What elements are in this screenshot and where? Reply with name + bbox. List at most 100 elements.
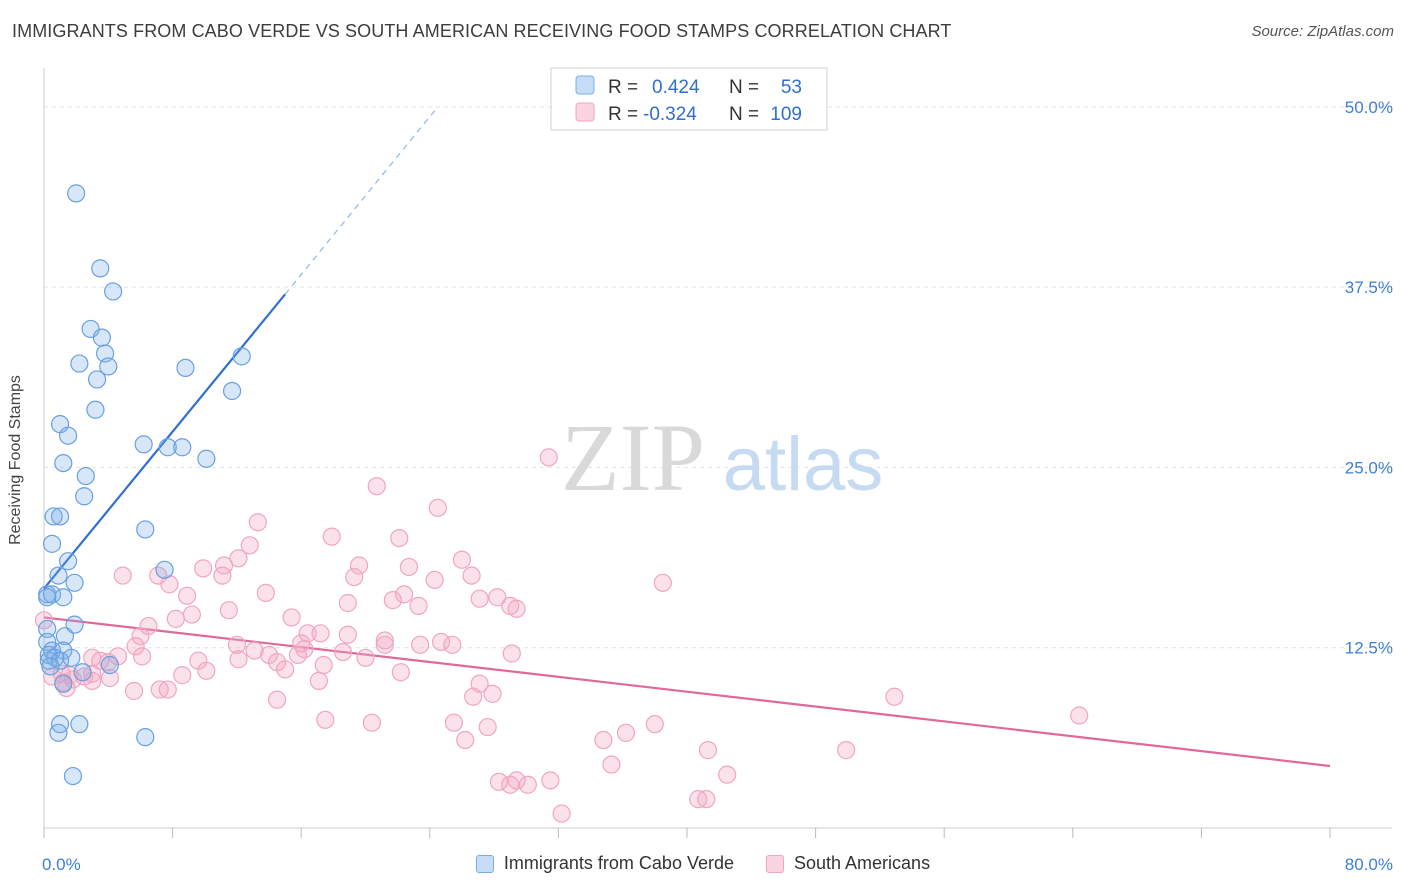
data-point-south-americans: [131, 627, 150, 646]
data-point-south-americans: [362, 713, 382, 732]
data-point-cabo-verde: [50, 507, 70, 526]
data-point-cabo-verde: [99, 357, 118, 376]
data-point-south-americans: [489, 772, 509, 791]
data-point-south-americans: [431, 632, 451, 652]
data-point-south-americans: [322, 527, 341, 546]
data-point-south-americans: [314, 655, 333, 675]
data-point-south-americans: [356, 648, 375, 667]
stats-n-label-blue: N =: [729, 77, 759, 98]
data-point-cabo-verde: [41, 657, 60, 676]
watermark-zip: ZIP: [561, 404, 705, 511]
legend-label-cabo-verde: Immigrants from Cabo Verde: [503, 853, 734, 873]
stats-n-value-pink: 109: [770, 104, 802, 125]
chart-title: IMMIGRANTS FROM CABO VERDE VS SOUTH AMER…: [12, 21, 952, 41]
data-point-cabo-verde: [54, 674, 73, 693]
data-point-south-americans: [541, 771, 560, 790]
data-point-south-americans: [173, 666, 192, 685]
y-tick-label: 25.0%: [1345, 458, 1393, 477]
data-point-cabo-verde: [42, 585, 62, 604]
data-point-south-americans: [288, 645, 308, 665]
data-point-south-americans: [126, 637, 145, 656]
data-point-cabo-verde: [38, 619, 57, 639]
series-legend: Immigrants from Cabo Verde South America…: [0, 853, 1406, 874]
data-point-south-americans: [132, 647, 152, 666]
data-point-cabo-verde: [50, 651, 70, 670]
data-point-south-americans: [456, 730, 475, 750]
legend-item-cabo-verde: Immigrants from Cabo Verde: [475, 853, 734, 874]
data-point-south-americans: [718, 765, 737, 784]
trend-line-south-americans: [43, 616, 1331, 768]
data-point-south-americans: [452, 550, 472, 569]
data-point-south-americans: [245, 641, 264, 660]
data-point-south-americans: [229, 650, 248, 669]
watermark: ZIP atlas: [561, 404, 883, 511]
data-point-cabo-verde: [176, 358, 195, 378]
data-point-south-americans: [653, 573, 672, 592]
data-point-south-americans: [689, 790, 708, 809]
data-point-south-americans: [698, 741, 717, 760]
data-point-south-americans: [338, 625, 357, 644]
watermark-atlas: atlas: [723, 422, 884, 507]
data-point-cabo-verde: [49, 566, 68, 585]
data-point-south-americans: [311, 624, 330, 643]
data-point-south-americans: [837, 741, 856, 760]
stats-n-label-pink: N =: [729, 104, 759, 125]
legend-swatch-blue: [475, 854, 494, 873]
data-point-cabo-verde: [75, 487, 94, 506]
data-point-cabo-verde: [65, 573, 84, 592]
data-point-south-americans: [197, 661, 216, 680]
trend-lines: [43, 106, 1331, 768]
y-axis-label: Receiving Food Stamps: [7, 375, 24, 545]
data-point-south-americans: [464, 687, 483, 706]
data-point-south-americans: [309, 671, 328, 690]
data-point-cabo-verde: [70, 715, 89, 734]
data-point-cabo-verde: [232, 347, 251, 366]
data-point-south-americans: [177, 586, 197, 605]
data-point-south-americans: [194, 559, 213, 578]
data-point-south-americans: [488, 588, 507, 607]
data-point-cabo-verde: [134, 435, 153, 454]
data-point-south-americans: [602, 755, 621, 774]
data-point-south-americans: [282, 608, 301, 627]
data-point-south-americans: [645, 715, 664, 734]
data-point-south-americans: [338, 593, 357, 613]
source-label: Source: ZipAtlas.com: [1251, 23, 1394, 40]
data-point-south-americans: [409, 596, 428, 615]
data-point-south-americans: [213, 566, 232, 585]
data-point-south-americans: [594, 730, 613, 750]
data-point-south-americans: [1070, 706, 1089, 725]
data-point-south-americans: [240, 536, 259, 555]
data-point-south-americans: [391, 663, 410, 682]
data-point-south-americans: [616, 723, 636, 742]
data-point-south-americans: [483, 684, 502, 703]
trend-line-cabo-verde: [43, 293, 286, 590]
data-point-cabo-verde: [197, 449, 216, 468]
data-point-cabo-verde: [67, 184, 86, 203]
axes: [43, 68, 1392, 838]
data-point-cabo-verde: [49, 723, 68, 742]
stats-r-label-pink: R =: [608, 104, 638, 125]
data-point-south-americans: [518, 775, 537, 794]
stats-r-value-blue: 0.424: [652, 77, 700, 98]
data-point-south-americans: [333, 642, 353, 662]
stats-swatch-blue: [575, 75, 595, 95]
stats-swatch-pink: [575, 102, 595, 122]
data-point-cabo-verde: [59, 552, 78, 571]
data-point-south-americans: [292, 634, 311, 653]
data-point-cabo-verde: [136, 520, 155, 539]
stats-n-value-blue: 53: [781, 77, 802, 98]
trend-line-cabo-verde-extension: [284, 106, 439, 295]
stats-legend-box: [550, 67, 828, 131]
data-point-south-americans: [375, 631, 394, 650]
data-point-cabo-verde: [59, 426, 78, 445]
data-point-south-americans: [100, 668, 120, 688]
data-point-south-americans: [349, 556, 369, 575]
x-tick-label: 0.0%: [42, 855, 81, 874]
data-point-cabo-verde: [136, 728, 155, 747]
data-point-south-americans: [444, 713, 464, 732]
data-point-cabo-verde: [55, 627, 74, 646]
data-point-cabo-verde: [104, 282, 123, 301]
data-point-cabo-verde: [173, 438, 192, 457]
data-point-cabo-verde: [63, 766, 83, 786]
data-point-south-americans: [267, 690, 287, 709]
